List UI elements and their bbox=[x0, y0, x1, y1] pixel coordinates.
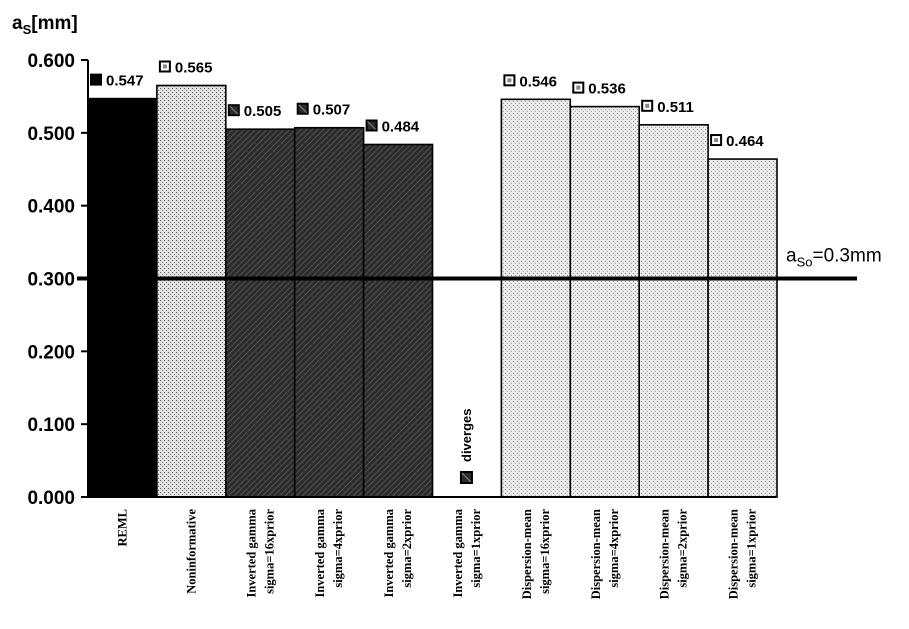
x-tick-label: Inverted gamma bbox=[451, 508, 465, 597]
bar-marker-inner bbox=[576, 85, 581, 90]
x-tick-label: sigma=2xprior bbox=[400, 509, 414, 588]
annotation-marker-hatch bbox=[461, 472, 472, 483]
bar-marker-inner bbox=[507, 78, 512, 83]
x-tick-label: sigma=2xprior bbox=[676, 509, 690, 588]
reference-line-group: aSo=0.3mm bbox=[77, 246, 882, 281]
x-tick-label: Dispersion-mean bbox=[589, 509, 603, 599]
x-tick-label: Dispersion-mean bbox=[658, 509, 672, 599]
x-tick-label: Inverted gamma bbox=[244, 508, 258, 597]
reference-label-main: a bbox=[786, 246, 797, 267]
bar-marker-hatch bbox=[298, 104, 308, 114]
bar-marker-hatch bbox=[229, 105, 239, 115]
bar-value-label: 0.536 bbox=[588, 81, 626, 98]
reference-label-sub: So bbox=[797, 255, 813, 270]
x-tick-label: Dispersion-mean bbox=[727, 509, 741, 599]
y-axis-label-main: a bbox=[12, 13, 23, 34]
x-tick-label: sigma=4xprior bbox=[607, 509, 621, 588]
bar bbox=[707, 158, 778, 498]
x-tick-label: Inverted gamma bbox=[382, 508, 396, 597]
bar-value-label: 0.464 bbox=[726, 133, 764, 150]
y-axis-label-sub: S bbox=[23, 22, 32, 37]
bar bbox=[293, 126, 365, 498]
x-tick-label: sigma=4xprior bbox=[331, 509, 345, 588]
x-axis-labels: REML Noninformative Inverted gamma sigma=16… bbox=[115, 508, 758, 599]
x-tick-label: sigma=1xprior bbox=[745, 509, 759, 588]
y-tick-label: 0.100 bbox=[27, 415, 75, 436]
bar-value-label: 0.511 bbox=[657, 99, 694, 116]
x-tick-label: sigma=1xprior bbox=[469, 509, 483, 588]
bar bbox=[156, 84, 227, 498]
x-tick-label: Dispersion-mean bbox=[520, 509, 534, 599]
bar bbox=[87, 97, 158, 498]
bar bbox=[225, 128, 296, 498]
bar-value-label: 0.546 bbox=[519, 73, 557, 90]
x-tick-label: REML bbox=[115, 509, 129, 547]
y-axis-ticks: 0.000 0.100 0.200 0.300 0.400 0.500 0.600 bbox=[27, 51, 88, 509]
bar bbox=[638, 124, 709, 498]
y-tick-label: 0.500 bbox=[27, 124, 75, 145]
y-axis-label-unit: [mm] bbox=[31, 13, 77, 34]
y-tick-label: 0.600 bbox=[27, 51, 75, 72]
bar bbox=[500, 98, 572, 498]
y-tick-label: 0.000 bbox=[27, 488, 75, 509]
x-tick-label: sigma=16xprior bbox=[538, 509, 552, 594]
bar-value-label: 0.507 bbox=[313, 102, 351, 119]
bar-value-label: 0.547 bbox=[106, 73, 144, 90]
bar-marker-inner bbox=[645, 103, 650, 108]
x-tick-label: Inverted gamma bbox=[313, 508, 327, 597]
y-tick-label: 0.400 bbox=[27, 197, 75, 218]
bar-value-label: 0.505 bbox=[244, 103, 282, 120]
annotation-label: diverges bbox=[459, 409, 474, 462]
bar-marker-inner bbox=[162, 64, 167, 69]
bar-value-label: 0.565 bbox=[175, 59, 213, 76]
reference-label-rest: =0.3mm bbox=[812, 246, 881, 267]
bar bbox=[569, 105, 640, 498]
bar-marker-hatch bbox=[367, 121, 376, 130]
y-axis-label: aS[mm] bbox=[12, 13, 78, 37]
reference-line-label: aSo=0.3mm bbox=[786, 246, 882, 270]
y-tick-label: 0.300 bbox=[27, 270, 75, 291]
bar bbox=[362, 143, 434, 498]
x-tick-label: Noninformative bbox=[184, 509, 198, 594]
bar-value-label: 0.484 bbox=[382, 118, 420, 135]
y-tick-label: 0.200 bbox=[27, 342, 75, 363]
bar-marker-inner bbox=[714, 138, 719, 143]
bar-marker bbox=[90, 73, 102, 86]
x-tick-label: sigma=16xprior bbox=[262, 509, 276, 594]
